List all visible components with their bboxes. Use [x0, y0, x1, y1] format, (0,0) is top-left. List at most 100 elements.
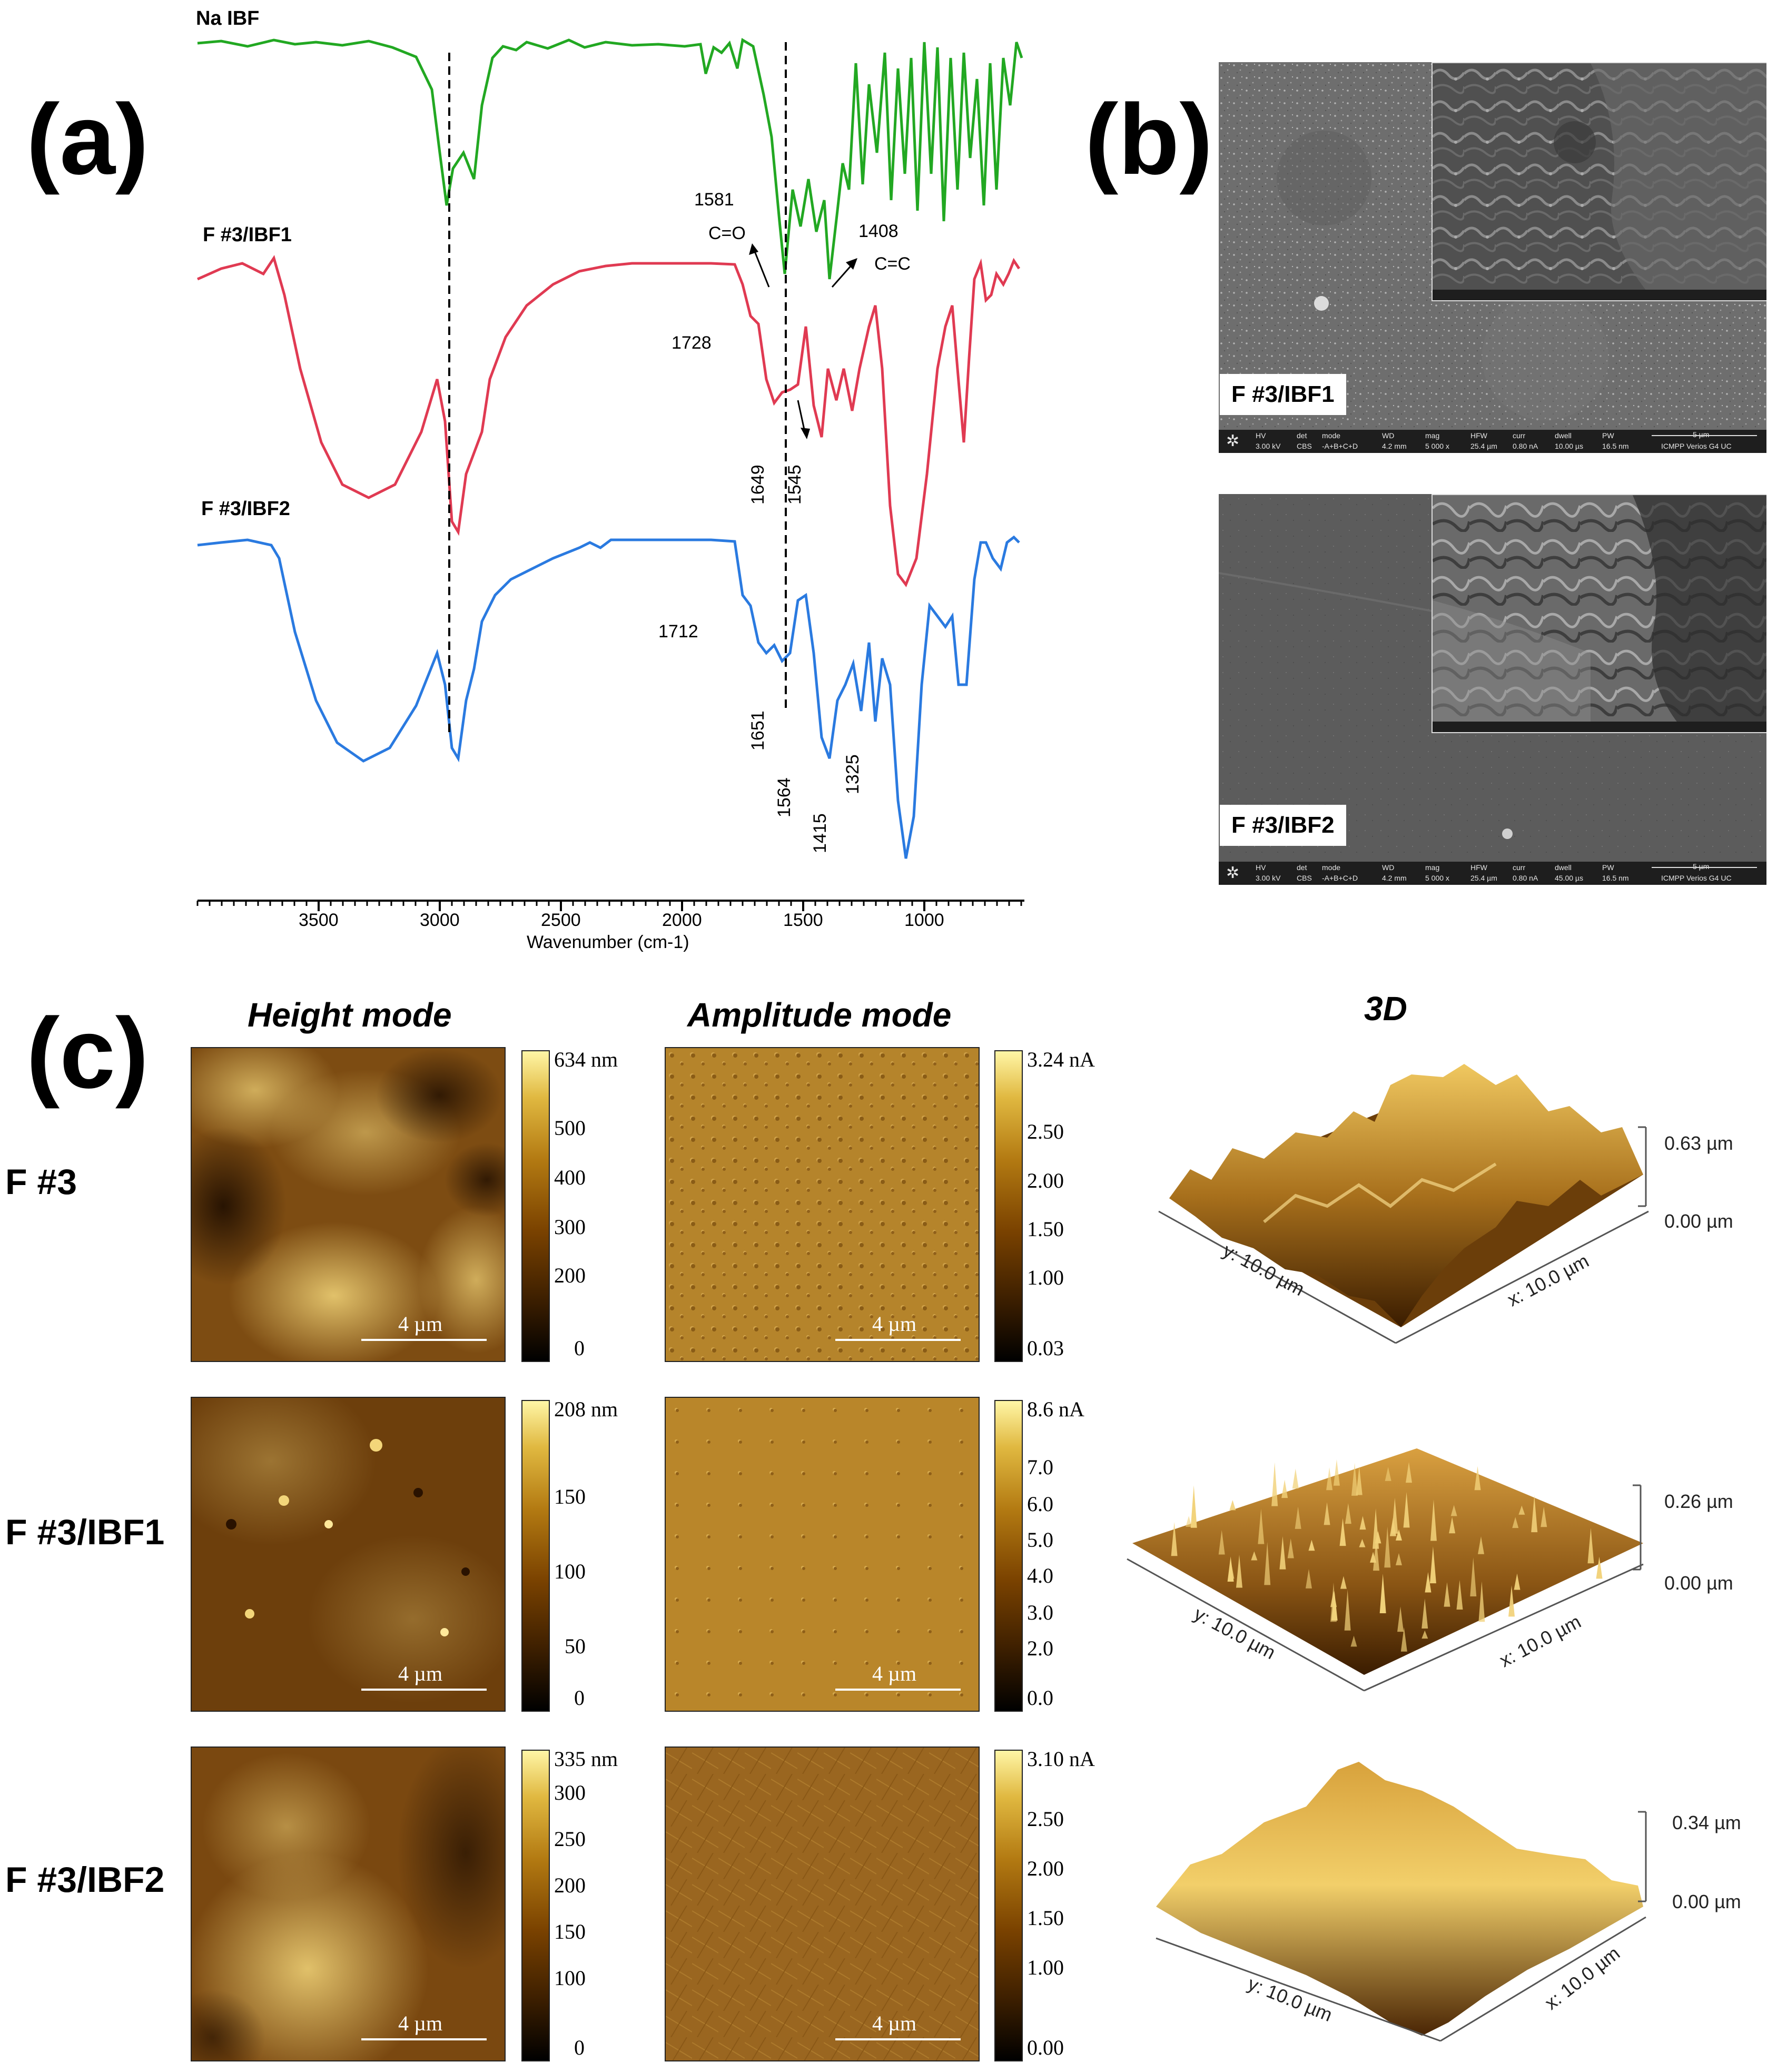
x-tick-1500: 1500 — [783, 910, 823, 930]
x-tick-1000: 1000 — [904, 910, 944, 930]
tick: 8.6 nA — [1027, 1397, 1084, 1421]
colorbar-amplitude-f3-ibf2 — [994, 1750, 1023, 2061]
x-tick-3500: 3500 — [299, 910, 339, 930]
z-min-f3-ibf2: 0.00 µm — [1672, 1891, 1741, 1912]
tick: 150 — [554, 1920, 586, 1943]
colorbar-amplitude-f3 — [994, 1050, 1023, 1362]
sem-logo-icon: ✲ — [1226, 432, 1240, 450]
title-amplitude-mode: Amplitude mode — [687, 996, 952, 1034]
z-min-f3: 0.00 µm — [1664, 1210, 1733, 1232]
annot-1545: 1545 — [785, 465, 805, 505]
afm-amplitude-f3: 4 µm — [665, 1047, 980, 1362]
afm-scale-label: 4 µm — [398, 2011, 443, 2035]
tick: 0 — [574, 1686, 585, 1710]
tick: 6.0 — [1027, 1492, 1053, 1516]
annot-1325: 1325 — [843, 754, 863, 794]
afm-scale-bar — [835, 2038, 961, 2040]
colorbar-height-f3-ibf1 — [521, 1400, 550, 1712]
annot-1728: 1728 — [672, 333, 712, 353]
afm-scale-bar — [835, 1339, 961, 1341]
tick: 1.50 — [1027, 1906, 1064, 1930]
sem-image-f3-ibf1: F #3/IBF1 ✲ HV 3.00 kV det CBS mode -A+B+C+… — [1219, 62, 1766, 453]
afm-3d-f3 — [1158, 1064, 1649, 1344]
annot-1649: 1649 — [748, 465, 768, 505]
tick: 0 — [574, 2036, 585, 2059]
tick: 0.0 — [1027, 1686, 1053, 1710]
tick: 5.0 — [1027, 1528, 1053, 1552]
sem-logo-icon: ✲ — [1226, 864, 1240, 882]
colorbar-height-f3 — [521, 1050, 550, 1362]
annot-1712: 1712 — [658, 621, 698, 642]
z-min-f3-ibf1: 0.00 µm — [1664, 1572, 1733, 1594]
tick: 2.50 — [1027, 1807, 1064, 1831]
annot-1564: 1564 — [774, 777, 794, 817]
panel-label-c: (c) — [26, 998, 149, 1109]
x-axis-label: Wavenumber (cm-1) — [527, 932, 689, 952]
tick: 7.0 — [1027, 1455, 1053, 1479]
z-max-f3-ibf1: 0.26 µm — [1664, 1491, 1733, 1512]
tick: 634 nm — [554, 1048, 618, 1071]
afm-scale-label: 4 µm — [872, 1312, 917, 1336]
row-label-f3: F #3 — [5, 1162, 77, 1202]
afm-scale-bar — [361, 2038, 487, 2040]
tick: 2.00 — [1027, 1857, 1064, 1880]
sem-inset-f3-ibf2 — [1432, 494, 1766, 733]
afm-height-f3: 4 µm — [191, 1047, 506, 1362]
annot-cc: C=C — [874, 254, 911, 274]
annot-1581: 1581 — [694, 190, 734, 210]
tick: 300 — [554, 1781, 586, 1804]
afm-scale-bar — [361, 1689, 487, 1691]
tick: 200 — [554, 1264, 586, 1287]
tick: 200 — [554, 1873, 586, 1897]
afm-scale-label: 4 µm — [398, 1312, 443, 1336]
afm-scale-bar — [835, 1689, 961, 1691]
x-tick-3000: 3000 — [420, 910, 460, 930]
colorbar-amplitude-f3-ibf1 — [994, 1400, 1023, 1712]
sem-image-f3-ibf2: F #3/IBF2 ✲ HV 3.00 kV det CBS mode -A+B+C+… — [1219, 494, 1766, 885]
title-3d: 3D — [1364, 990, 1407, 1028]
sem-label-f3-ibf1: F #3/IBF1 — [1220, 374, 1346, 415]
tick: 250 — [554, 1827, 586, 1851]
panel-label-b: (b) — [1085, 84, 1213, 195]
tick: 100 — [554, 1560, 586, 1583]
colorbar-height-f3-ibf2 — [521, 1750, 550, 2061]
ftir-chart — [196, 38, 1024, 911]
annot-1651: 1651 — [748, 711, 768, 751]
tick: 400 — [554, 1166, 586, 1189]
afm-scale-label: 4 µm — [872, 2011, 917, 2035]
afm-height-f3-ibf1: 4 µm — [191, 1397, 506, 1712]
ftir-curve-na-ibf — [197, 38, 1023, 280]
tick: 0 — [574, 1336, 585, 1360]
afm-scale-label: 4 µm — [872, 1662, 917, 1685]
tick: 335 nm — [554, 1747, 618, 1771]
afm-3d-f3-ibf1 — [1127, 1448, 1644, 1692]
z-max-f3-ibf2: 0.34 µm — [1672, 1812, 1741, 1833]
tick: 2.00 — [1027, 1169, 1064, 1192]
tick: 0.03 — [1027, 1336, 1064, 1360]
sem-infobar-f3-ibf1: ✲ HV 3.00 kV det CBS mode -A+B+C+D WD 4.2 mm… — [1219, 430, 1766, 453]
title-height-mode: Height mode — [248, 996, 452, 1034]
tick: 208 nm — [554, 1397, 618, 1421]
afm-3d-f3-ibf2 — [1156, 1762, 1647, 2042]
sem-inset-f3-ibf1 — [1432, 62, 1766, 301]
legend-na-ibf: Na IBF — [196, 7, 260, 29]
tick: 1.00 — [1027, 1266, 1064, 1289]
legend-f3-ibf2: F #3/IBF2 — [201, 498, 290, 520]
tick: 2.50 — [1027, 1120, 1064, 1143]
tick: 1.00 — [1027, 1956, 1064, 1979]
x-tick-2500: 2500 — [541, 910, 581, 930]
tick: 3.10 nA — [1027, 1747, 1095, 1771]
annot-1415: 1415 — [810, 813, 830, 853]
ftir-curve-f3-ibf1 — [196, 255, 1021, 588]
tick: 50 — [565, 1634, 586, 1658]
ftir-curve-f3-ibf2 — [197, 535, 1020, 859]
afm-amplitude-f3-ibf1: 4 µm — [665, 1397, 980, 1712]
tick: 0.00 — [1027, 2036, 1064, 2059]
z-max-f3: 0.63 µm — [1664, 1132, 1733, 1154]
afm-scale-label: 4 µm — [398, 1662, 443, 1685]
tick: 3.24 nA — [1027, 1048, 1095, 1071]
row-label-f3-ibf2: F #3/IBF2 — [5, 1860, 165, 1900]
annot-1408: 1408 — [858, 221, 899, 241]
tick: 150 — [554, 1485, 586, 1508]
tick: 300 — [554, 1215, 586, 1239]
